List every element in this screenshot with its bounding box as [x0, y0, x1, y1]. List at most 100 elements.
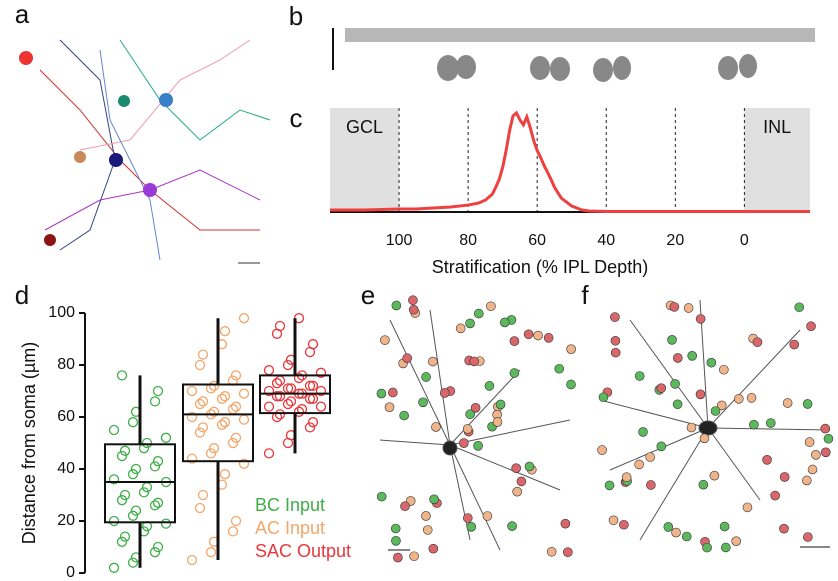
data-point — [208, 380, 220, 391]
data-point — [127, 557, 139, 568]
line-series — [330, 110, 810, 214]
y-tick-label: 100 — [48, 304, 75, 321]
data-point — [108, 515, 120, 527]
synapse-dot — [509, 336, 520, 346]
synapse-dot — [806, 321, 816, 332]
data-point — [149, 461, 161, 472]
synapse-dot — [731, 536, 741, 546]
data-point — [304, 422, 316, 433]
data-point — [208, 406, 220, 417]
x-tick-label: 60 — [528, 232, 546, 249]
data-point — [197, 489, 209, 501]
data-point — [205, 547, 217, 558]
synapse-dot — [408, 304, 419, 315]
synapse-dot — [428, 356, 438, 367]
synapse-dot — [804, 437, 815, 447]
data-point — [216, 393, 228, 404]
synapse-dot — [619, 519, 629, 530]
synapse-dot — [610, 312, 620, 322]
data-point — [152, 385, 164, 397]
data-point — [186, 554, 198, 566]
synapse-dot — [752, 337, 763, 347]
legend-entry: SAC Output — [255, 541, 351, 561]
synapse-dot — [681, 531, 692, 542]
synapse-dot — [543, 333, 554, 343]
panel-label: b — [289, 1, 303, 31]
synapse-dot — [495, 399, 506, 410]
data-point — [271, 391, 283, 402]
synapse-dot — [779, 523, 789, 534]
data-point — [219, 417, 231, 428]
data-point — [130, 463, 142, 475]
synapse-dot — [669, 302, 680, 312]
data-point — [219, 391, 231, 402]
data-point — [127, 510, 139, 521]
synapse-dot — [546, 546, 557, 557]
synapse-dot — [687, 351, 697, 361]
synapse-dot — [779, 472, 790, 482]
synapse-dot — [566, 379, 576, 390]
synapse-dot — [408, 295, 418, 306]
synapse-dot — [560, 518, 571, 529]
data-point — [263, 365, 275, 376]
data-point — [227, 526, 239, 537]
data-point — [230, 401, 242, 412]
synapse-dot — [462, 424, 473, 434]
data-point — [227, 437, 239, 449]
synapse-dot — [801, 475, 812, 486]
panel-label: e — [361, 280, 375, 310]
synapse-dot — [428, 543, 439, 554]
data-point — [152, 456, 164, 467]
synapse-dot — [820, 423, 831, 434]
synapse-dot — [762, 454, 772, 465]
data-point — [230, 432, 242, 443]
data-point — [315, 385, 327, 397]
x-tick-label: 40 — [597, 232, 615, 249]
data-point — [116, 370, 128, 381]
shaded-region — [744, 108, 810, 212]
synapse-dot — [421, 511, 431, 521]
box — [104, 443, 176, 524]
synapse-dot — [734, 394, 744, 404]
data-point — [116, 450, 128, 462]
synapse-dot — [376, 388, 387, 399]
synapse-dot — [742, 502, 753, 513]
synapse-dot — [823, 433, 834, 444]
synapse-dot — [465, 318, 475, 329]
synapse-dot — [492, 417, 503, 427]
synapse-dot — [524, 461, 535, 472]
shaded-region — [330, 108, 400, 212]
synapse-dot — [507, 521, 517, 531]
data-point — [307, 417, 319, 428]
synapse-dot — [597, 445, 607, 455]
data-point — [293, 406, 305, 417]
synapse-dot — [509, 368, 520, 378]
synapse-dot — [749, 419, 759, 430]
synapse-dot — [802, 399, 813, 409]
y-axis-label: Distance from soma (µm) — [19, 342, 39, 544]
synapse-dot — [388, 387, 398, 398]
data-point — [116, 536, 128, 547]
data-point — [208, 443, 220, 454]
synapse-dot — [695, 314, 706, 324]
synapse-dot — [482, 511, 493, 521]
x-tick-label: 20 — [666, 232, 684, 249]
region-label: GCL — [346, 117, 383, 137]
synapse-dot — [422, 525, 433, 535]
synapse-dot — [466, 522, 477, 532]
synapse-dot — [820, 447, 831, 458]
data-point — [230, 515, 242, 527]
synapse-dot — [656, 441, 667, 452]
synapse-dot — [470, 403, 481, 413]
synapse-dot — [554, 363, 565, 374]
synapse-dot — [683, 303, 694, 313]
data-point — [152, 541, 164, 553]
synapse-dot — [789, 339, 800, 350]
data-point — [219, 469, 231, 480]
synapse-dot — [431, 422, 441, 432]
synapse-dot — [634, 459, 644, 470]
data-point — [138, 487, 150, 498]
synapse-dot — [516, 476, 527, 487]
data-point — [194, 398, 206, 410]
data-point — [274, 391, 286, 402]
